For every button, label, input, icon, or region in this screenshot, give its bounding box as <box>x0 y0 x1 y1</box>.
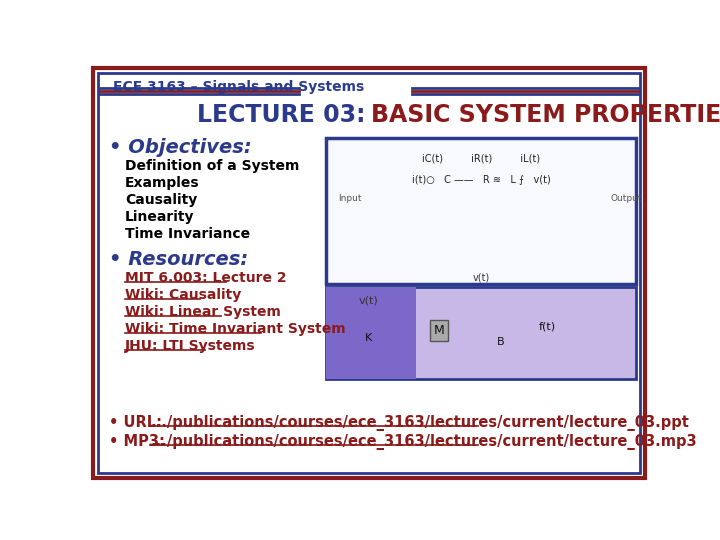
Bar <box>326 138 636 284</box>
Text: Linearity: Linearity <box>125 210 194 224</box>
Text: f(t): f(t) <box>539 322 556 332</box>
Text: M: M <box>433 324 444 337</box>
Text: Causality: Causality <box>125 193 197 207</box>
Text: ECE 3163 – Signals and Systems: ECE 3163 – Signals and Systems <box>113 80 364 94</box>
Text: MIT 6.003: Lecture 2: MIT 6.003: Lecture 2 <box>125 271 287 285</box>
Text: Input: Input <box>338 194 361 203</box>
Text: .../publications/courses/ece_3163/lectures/current/lecture_03.ppt: .../publications/courses/ece_3163/lectur… <box>150 415 689 431</box>
Text: • MP3:: • MP3: <box>109 434 166 449</box>
Text: Output: Output <box>611 194 642 203</box>
Text: JHU: LTI Systems: JHU: LTI Systems <box>125 339 256 353</box>
Text: • URL:: • URL: <box>109 415 163 430</box>
Text: K: K <box>365 333 373 343</box>
Bar <box>326 287 636 379</box>
Text: iC(t)         iR(t)         iL(t): iC(t) iR(t) iL(t) <box>423 153 541 163</box>
Bar <box>326 287 415 379</box>
Text: Wiki: Linear System: Wiki: Linear System <box>125 305 281 319</box>
Text: Wiki: Time Invariant System: Wiki: Time Invariant System <box>125 322 346 336</box>
Text: • Resources:: • Resources: <box>109 249 248 268</box>
Text: Examples: Examples <box>125 176 199 190</box>
Text: Definition of a System: Definition of a System <box>125 159 300 173</box>
Text: • Objectives:: • Objectives: <box>109 138 252 157</box>
Text: v(t): v(t) <box>359 296 379 306</box>
Text: Time Invariance: Time Invariance <box>125 226 250 240</box>
Text: B: B <box>497 337 505 347</box>
Text: BASIC SYSTEM PROPERTIES: BASIC SYSTEM PROPERTIES <box>371 103 720 127</box>
Text: v(t): v(t) <box>473 273 490 283</box>
Text: i(t)○   C ——   R ≋   L ⨍   v(t): i(t)○ C —— R ≋ L ⨍ v(t) <box>412 176 551 185</box>
Text: .../publications/courses/ece_3163/lectures/current/lecture_03.mp3: .../publications/courses/ece_3163/lectur… <box>150 434 697 450</box>
Text: LECTURE 03:: LECTURE 03: <box>197 103 365 127</box>
Text: Wiki: Causality: Wiki: Causality <box>125 288 241 302</box>
